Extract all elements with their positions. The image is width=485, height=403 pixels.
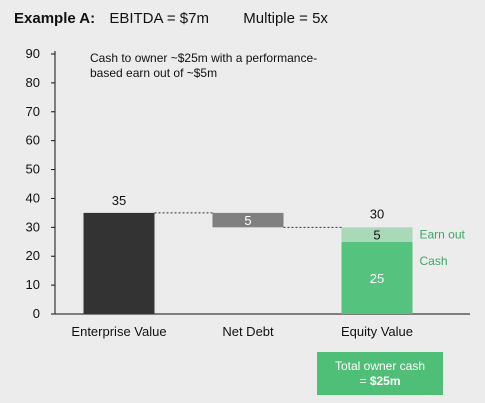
x-category-label: Equity Value	[341, 324, 413, 339]
data-label: 35	[112, 193, 126, 208]
bar-cash	[341, 241, 413, 314]
data-label: 5	[244, 213, 251, 228]
bar-enterprise	[83, 212, 155, 314]
y-tick-label: 10	[26, 277, 40, 292]
waterfall-chart: 0 10 20 30 40 50 60 70 80 90 Enterprise Value Net D…	[26, 46, 470, 339]
y-tick-label: 20	[26, 248, 40, 263]
y-tick-label: 60	[26, 133, 40, 148]
y-tick-label: 90	[26, 46, 40, 61]
annotation-line-1: Cash to owner ~$25m with a performance-	[90, 51, 317, 65]
labels: 35 5 25 Cash 5 Earn out 30	[112, 193, 466, 286]
side-label: Cash	[420, 254, 448, 268]
owner-box-line2: = $25m	[317, 374, 443, 389]
bars	[83, 212, 413, 314]
example-label: Example A:	[14, 10, 96, 27]
owner-box-prefix: =	[359, 373, 370, 388]
total-owner-cash-box: Total owner cash = $25m	[317, 352, 443, 395]
y-tick-label: 30	[26, 219, 40, 234]
y-tick-label: 0	[33, 306, 40, 321]
owner-box-line1: Total owner cash	[334, 358, 426, 373]
multiple-text: Multiple = 5x	[243, 10, 328, 27]
owner-box-value: $25m	[369, 373, 401, 388]
y-tick-label: 70	[26, 104, 40, 119]
connectors	[154, 212, 342, 228]
chart-header: Example A: EBITDA = $7m Multiple = 5x	[14, 10, 328, 27]
y-tick-label: 80	[26, 75, 40, 90]
y-tick-label: 40	[26, 190, 40, 205]
total-label: 30	[370, 206, 384, 221]
y-axis: 0 10 20 30 40 50 60 70 80 90 Enterprise Value Net D…	[26, 46, 470, 339]
data-label: 25	[370, 271, 384, 286]
ebitda-text: EBITDA = $7m	[109, 10, 209, 27]
annotation-line-2: based earn out of ~$5m	[90, 66, 217, 80]
bar-earn-out	[341, 227, 413, 242]
x-category-label: Net Debt	[222, 324, 274, 339]
data-label: 5	[373, 228, 380, 243]
side-label: Earn out	[420, 228, 466, 242]
x-category-label: Enterprise Value	[71, 324, 166, 339]
y-tick-label: 50	[26, 162, 40, 177]
bar-net-debt	[212, 212, 284, 228]
